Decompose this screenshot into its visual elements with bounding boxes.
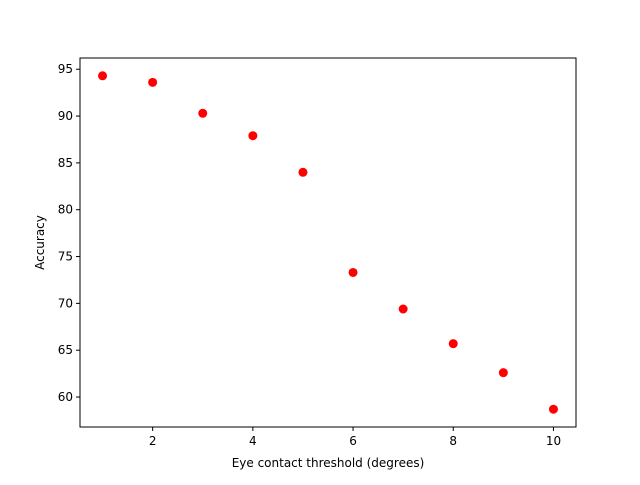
y-tick-label: 85 bbox=[58, 156, 73, 170]
ticks-layer: 2 4 6 8 10 60 65 70 75 80 85 90 95 bbox=[58, 62, 561, 448]
data-point bbox=[448, 339, 458, 349]
points-layer bbox=[98, 71, 558, 414]
data-point bbox=[398, 304, 408, 314]
y-tick-label: 75 bbox=[58, 250, 73, 264]
data-point bbox=[98, 71, 108, 81]
y-tick-label: 95 bbox=[58, 62, 73, 76]
x-axis-label: Eye contact threshold (degrees) bbox=[232, 456, 425, 470]
x-tick-label: 4 bbox=[249, 434, 257, 448]
y-tick-label: 65 bbox=[58, 343, 73, 357]
data-point bbox=[548, 404, 558, 414]
data-point bbox=[148, 77, 158, 87]
x-tick-label: 6 bbox=[349, 434, 357, 448]
x-tick-label: 8 bbox=[449, 434, 457, 448]
plot-frame bbox=[79, 57, 577, 428]
x-tick-label: 2 bbox=[149, 434, 157, 448]
data-point bbox=[498, 368, 508, 378]
data-point bbox=[198, 108, 208, 118]
data-point bbox=[248, 131, 258, 141]
data-point bbox=[298, 167, 308, 177]
x-tick-label: 10 bbox=[546, 434, 561, 448]
y-axis-label: Accuracy bbox=[33, 215, 47, 270]
y-tick-label: 60 bbox=[58, 390, 73, 404]
y-tick-label: 80 bbox=[58, 203, 73, 217]
y-tick-label: 90 bbox=[58, 109, 73, 123]
y-tick-label: 70 bbox=[58, 296, 73, 310]
data-point bbox=[348, 267, 358, 277]
